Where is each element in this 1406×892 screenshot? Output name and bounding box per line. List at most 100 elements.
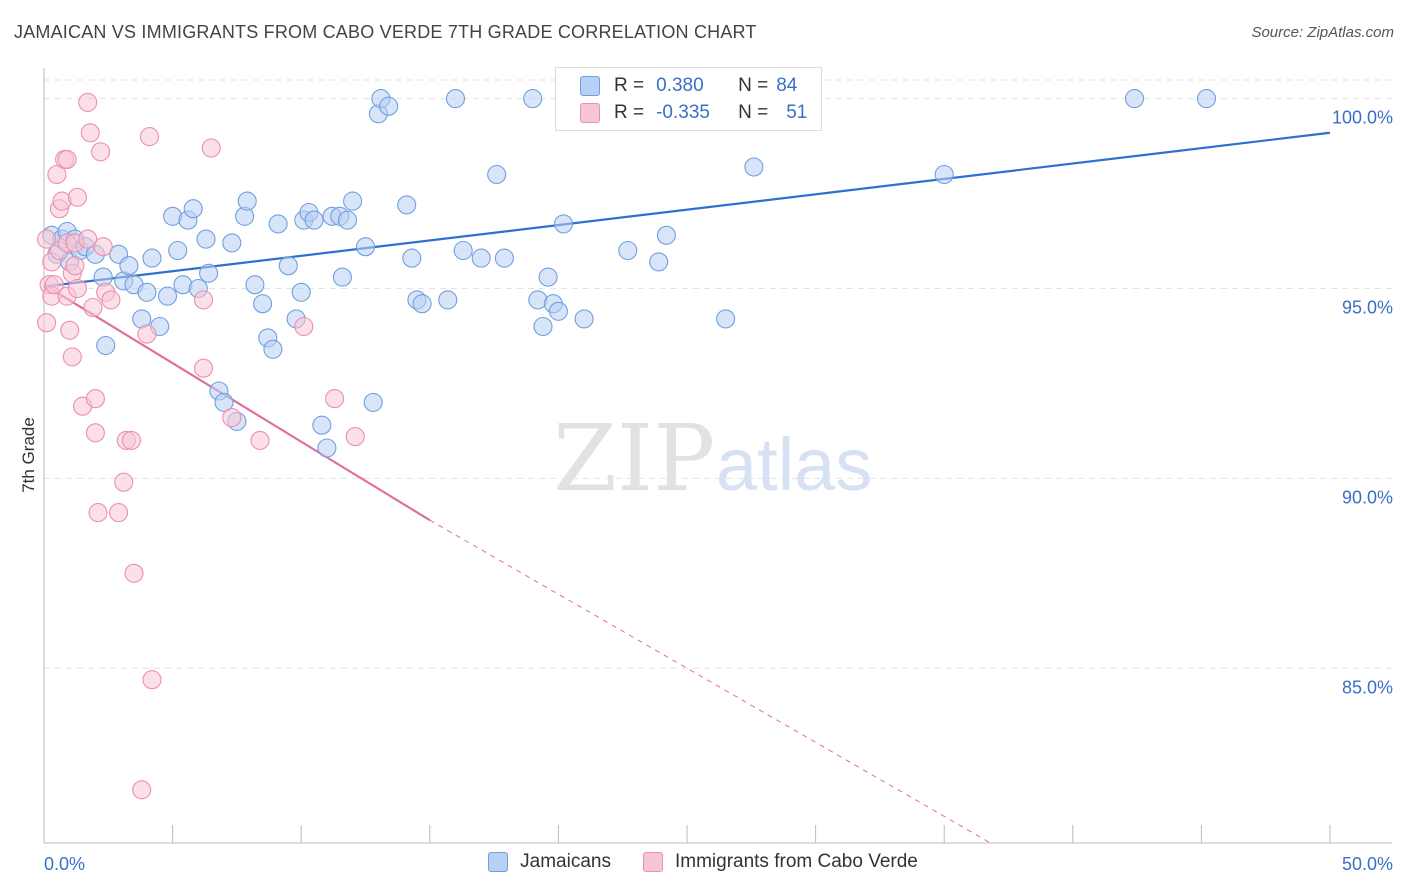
legend-swatch-pink xyxy=(642,852,663,872)
point-cabo-verde xyxy=(114,472,134,492)
y-axis-label: 7th Grade xyxy=(19,417,38,493)
point-jamaicans xyxy=(402,248,422,268)
point-jamaicans xyxy=(312,415,332,435)
point-cabo-verde xyxy=(193,358,214,378)
point-cabo-verde xyxy=(85,389,105,409)
point-jamaicans xyxy=(744,157,764,177)
point-cabo-verde xyxy=(345,427,365,447)
point-cabo-verde xyxy=(37,229,57,249)
legend-label-jamaicans: Jamaicans xyxy=(520,851,611,872)
point-cabo-verde xyxy=(37,313,57,333)
point-jamaicans xyxy=(183,199,203,219)
point-jamaicans xyxy=(337,210,358,230)
point-cabo-verde xyxy=(101,290,121,310)
y-tick-label: 90.0% xyxy=(1342,487,1393,507)
trend-lines xyxy=(43,131,1331,844)
point-cabo-verde xyxy=(65,256,85,276)
point-jamaicans xyxy=(494,248,514,268)
point-jamaicans xyxy=(574,309,594,329)
legend-swatch-blue xyxy=(488,852,509,872)
point-jamaicans xyxy=(716,309,736,329)
series-legend: Jamaicans Immigrants from Cabo Verde xyxy=(0,851,1406,873)
legend-n-label: N = xyxy=(738,75,769,96)
point-jamaicans xyxy=(119,256,139,276)
legend-n-label: N = xyxy=(738,102,769,123)
legend-r-label: R = xyxy=(614,75,645,96)
point-jamaicans xyxy=(263,339,283,359)
x-tick-label: 50.0% xyxy=(1342,854,1393,874)
point-cabo-verde xyxy=(60,320,80,340)
point-jamaicans xyxy=(96,335,116,356)
axis-labels: 85.0% 90.0% 95.0% 100.0% 0.0% 50.0% 7th Grade xyxy=(19,108,1393,874)
point-jamaicans xyxy=(237,191,257,211)
point-cabo-verde xyxy=(78,92,98,112)
point-jamaicans xyxy=(445,89,466,109)
point-cabo-verde xyxy=(85,423,105,443)
legend-item-jamaicans: Jamaicans xyxy=(488,851,611,873)
point-jamaicans xyxy=(553,214,574,234)
point-jamaicans xyxy=(453,240,473,261)
legend-r-value: -0.335 xyxy=(656,102,710,123)
point-cabo-verde xyxy=(67,278,87,299)
point-jamaicans xyxy=(157,286,178,306)
point-jamaicans xyxy=(649,252,669,272)
trend-line-cabo-verde xyxy=(43,283,431,522)
point-cabo-verde xyxy=(250,430,270,450)
point-jamaicans xyxy=(548,301,568,321)
point-jamaicans xyxy=(523,89,543,109)
point-jamaicans xyxy=(397,195,417,215)
legend-row-cabo-verde: R = -0.335 N = 51 xyxy=(580,99,807,127)
legend-r-label: R = xyxy=(614,102,645,123)
point-cabo-verde xyxy=(80,123,100,143)
point-jamaicans xyxy=(168,240,188,261)
trend-line-jamaicans xyxy=(43,131,1331,288)
point-cabo-verde xyxy=(78,229,98,249)
point-cabo-verde xyxy=(91,142,111,162)
point-cabo-verde xyxy=(67,187,87,207)
legend-swatch-blue xyxy=(580,76,600,96)
point-jamaicans xyxy=(934,164,954,185)
legend-n-value: 84 xyxy=(776,75,798,96)
trend-line-cabo-verde-extension xyxy=(429,519,991,844)
point-jamaicans xyxy=(317,438,337,458)
chart-title: JAMAICAN VS IMMIGRANTS FROM CABO VERDE 7… xyxy=(14,22,757,42)
point-jamaicans xyxy=(137,282,157,302)
point-jamaicans xyxy=(1124,89,1145,109)
y-tick-label: 95.0% xyxy=(1342,297,1393,317)
point-cabo-verde xyxy=(109,503,129,523)
point-cabo-verde xyxy=(88,503,108,523)
point-jamaicans xyxy=(332,267,352,287)
point-jamaicans xyxy=(291,282,311,302)
x-tick-label: 0.0% xyxy=(44,854,85,874)
point-cabo-verde xyxy=(57,149,77,169)
watermark-atlas: atlas xyxy=(716,423,872,506)
legend-r-value: 0.380 xyxy=(656,75,704,96)
watermark-zip: ZIP xyxy=(553,405,715,512)
point-jamaicans xyxy=(355,237,376,257)
point-jamaicans xyxy=(538,267,558,287)
axes xyxy=(43,68,1392,844)
point-cabo-verde xyxy=(132,780,152,800)
legend-row-jamaicans: R = 0.380 N = 84 xyxy=(580,72,797,100)
point-jamaicans xyxy=(363,392,383,412)
point-jamaicans xyxy=(412,294,432,314)
point-jamaicans xyxy=(245,275,265,295)
point-cabo-verde xyxy=(201,138,221,158)
legend-swatch-pink xyxy=(580,103,600,123)
point-jamaicans xyxy=(253,294,273,314)
point-jamaicans xyxy=(1196,89,1217,109)
grid-lines xyxy=(44,79,1392,669)
point-cabo-verde xyxy=(124,563,144,583)
point-cabo-verde xyxy=(62,347,82,367)
point-cabo-verde xyxy=(193,290,214,310)
point-jamaicans xyxy=(471,248,491,268)
y-tick-label: 100.0% xyxy=(1332,108,1393,128)
point-cabo-verde xyxy=(121,430,141,450)
point-jamaicans xyxy=(618,240,638,261)
legend-item-cabo-verde: Immigrants from Cabo Verde xyxy=(642,851,918,873)
point-jamaicans xyxy=(196,229,216,249)
point-cabo-verde xyxy=(294,316,314,337)
point-jamaicans xyxy=(438,290,458,310)
point-cabo-verde xyxy=(47,164,67,185)
source-credit: Source: ZipAtlas.com xyxy=(1251,24,1394,41)
